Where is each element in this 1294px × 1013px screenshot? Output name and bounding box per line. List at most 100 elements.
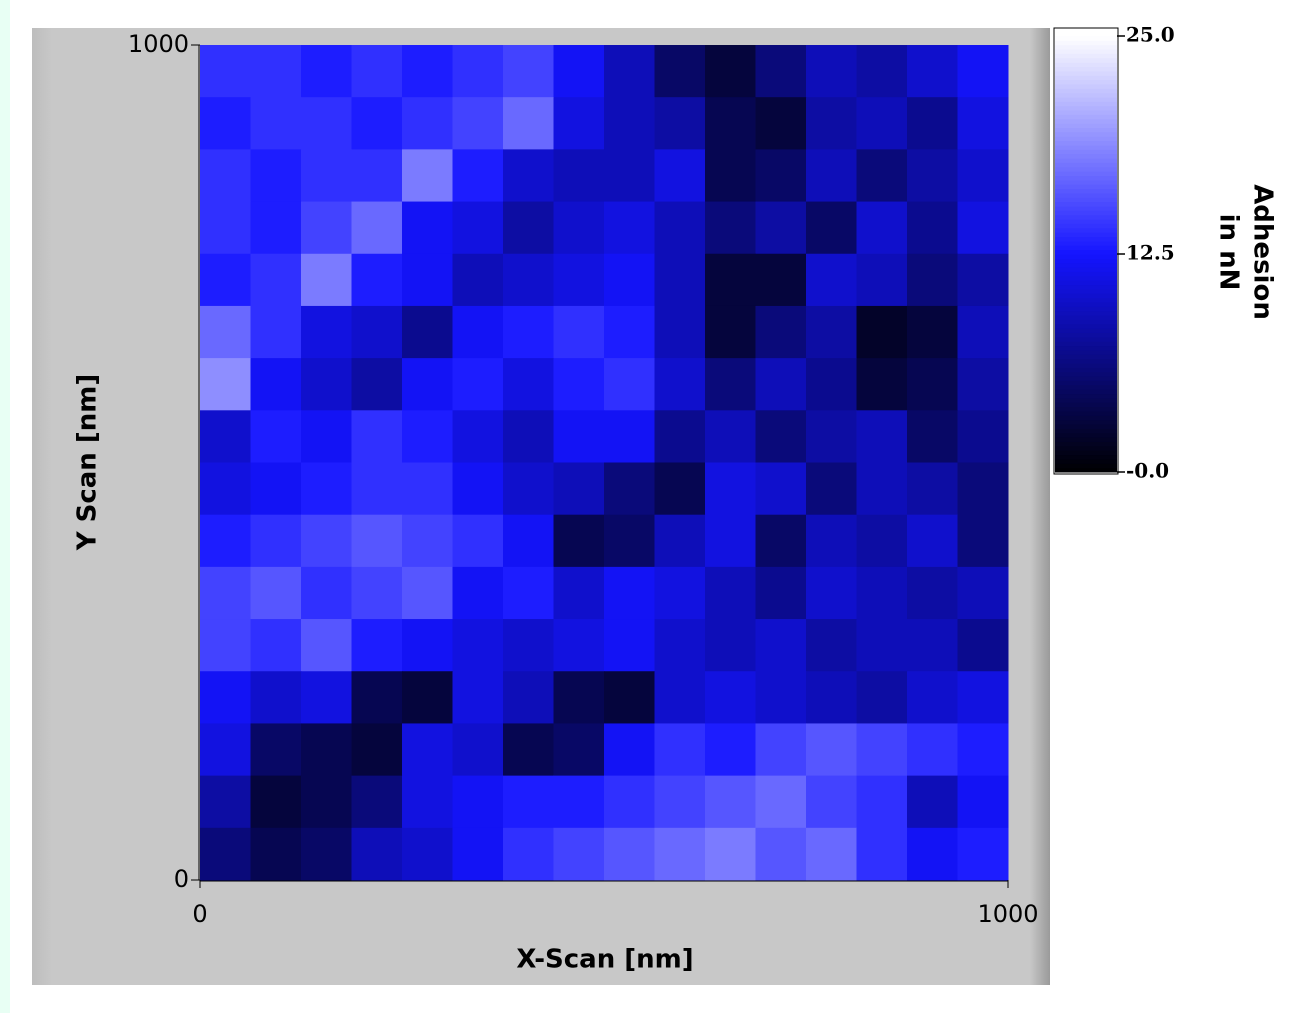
- heatmap-cell: [503, 566, 554, 620]
- colorbar-swatch: [1055, 467, 1117, 473]
- heatmap-cell: [856, 45, 908, 98]
- heatmap-cell: [654, 671, 706, 724]
- colorbar-swatch: [1055, 441, 1117, 447]
- heatmap-cell: [856, 253, 908, 307]
- heatmap-cell: [654, 358, 706, 411]
- heatmap-cell: [907, 253, 958, 307]
- heatmap-cell: [250, 462, 302, 516]
- heatmap-cell: [250, 358, 302, 411]
- heatmap-cell: [907, 358, 958, 411]
- colorbar-swatch: [1055, 384, 1117, 390]
- heatmap-cell: [604, 723, 655, 777]
- heatmap-cell: [200, 358, 251, 411]
- colorbar-swatch: [1055, 79, 1117, 85]
- heatmap-cell: [553, 775, 605, 829]
- heatmap-cell: [452, 566, 504, 620]
- heatmap-cell: [856, 566, 908, 620]
- heatmap-cell: [402, 723, 453, 777]
- heatmap-cell: [452, 358, 504, 411]
- heatmap-cell: [200, 149, 251, 203]
- colorbar-swatch: [1055, 376, 1117, 381]
- heatmap-cell: [957, 97, 1009, 150]
- heatmap-cell: [654, 514, 706, 568]
- heatmap-cell: [604, 358, 655, 411]
- heatmap-cell: [351, 671, 403, 724]
- colorbar-swatch: [1055, 349, 1117, 355]
- heatmap-cell: [604, 514, 655, 568]
- heatmap-cell: [806, 671, 857, 724]
- heatmap-cell: [806, 775, 857, 829]
- colorbar-swatch: [1055, 424, 1117, 429]
- heatmap-cell: [654, 775, 706, 829]
- heatmap-cell: [402, 358, 453, 411]
- heatmap-cell: [806, 305, 857, 359]
- heatmap-cell: [654, 410, 706, 463]
- heatmap-cell: [200, 827, 251, 881]
- colorbar-swatch: [1055, 175, 1117, 181]
- colorbar-swatch: [1055, 336, 1117, 342]
- colorbar-swatch: [1055, 127, 1117, 133]
- colorbar-tick-label: 25.0: [1126, 23, 1175, 47]
- heatmap-cell: [250, 827, 302, 881]
- heatmap-cell: [553, 462, 605, 516]
- heatmap-cell: [957, 358, 1009, 411]
- colorbar-swatch: [1055, 254, 1117, 259]
- y-axis-title: Y Scan [nm]: [73, 374, 103, 552]
- colorbar-swatch: [1055, 428, 1117, 434]
- heatmap-cell: [351, 305, 403, 359]
- heatmap-cell: [503, 827, 554, 881]
- heatmap-cell: [301, 45, 352, 98]
- heatmap-cell: [806, 45, 857, 98]
- colorbar-title: in nN: [1214, 214, 1244, 291]
- heatmap-cell: [654, 97, 706, 150]
- colorbar-swatch: [1055, 293, 1117, 299]
- heatmap-cell: [806, 514, 857, 568]
- heatmap-cell: [402, 775, 453, 829]
- colorbar-swatch: [1055, 371, 1117, 377]
- heatmap-cell: [856, 97, 908, 150]
- colorbar-swatch: [1055, 192, 1117, 198]
- heatmap-cell: [351, 253, 403, 307]
- colorbar-swatch: [1055, 310, 1117, 316]
- heatmap-cell: [503, 462, 554, 516]
- heatmap-cell: [503, 149, 554, 203]
- heatmap-cell: [907, 97, 958, 150]
- colorbar-swatch: [1055, 201, 1117, 207]
- heatmap-cell: [301, 827, 352, 881]
- heatmap-cell: [654, 253, 706, 307]
- heatmap-cell: [806, 723, 857, 777]
- heatmap-cell: [452, 775, 504, 829]
- heatmap-cell: [553, 97, 605, 150]
- colorbar-swatch: [1055, 131, 1117, 137]
- heatmap-cell: [553, 566, 605, 620]
- colorbar-swatch: [1055, 367, 1117, 373]
- heatmap-cell: [755, 45, 807, 98]
- heatmap-cell: [806, 462, 857, 516]
- colorbar-swatch: [1055, 419, 1117, 425]
- heatmap-cell: [503, 305, 554, 359]
- heatmap-cell: [654, 45, 706, 98]
- heatmap-cell: [957, 45, 1009, 98]
- heatmap-cell: [907, 827, 958, 881]
- colorbar-swatch: [1055, 232, 1117, 238]
- heatmap-cell: [351, 619, 403, 672]
- heatmap-cell: [200, 723, 251, 777]
- colorbar-swatch: [1055, 319, 1117, 325]
- heatmap-cell: [604, 619, 655, 672]
- x-tick-label: 1000: [977, 900, 1038, 928]
- colorbar-swatch: [1055, 184, 1117, 190]
- heatmap-cell: [200, 201, 251, 255]
- colorbar-swatch: [1055, 354, 1117, 360]
- heatmap-cell: [705, 566, 756, 620]
- colorbar-swatch: [1055, 410, 1117, 416]
- heatmap-cell: [907, 45, 958, 98]
- heatmap-cell: [250, 671, 302, 724]
- heatmap-cell: [604, 462, 655, 516]
- heatmap-cell: [604, 201, 655, 255]
- heatmap-cell: [604, 97, 655, 150]
- colorbar-swatch: [1055, 197, 1117, 203]
- heatmap-cell: [907, 462, 958, 516]
- colorbar-swatch: [1055, 66, 1117, 72]
- heatmap-cell: [957, 827, 1009, 881]
- heatmap-cell: [402, 462, 453, 516]
